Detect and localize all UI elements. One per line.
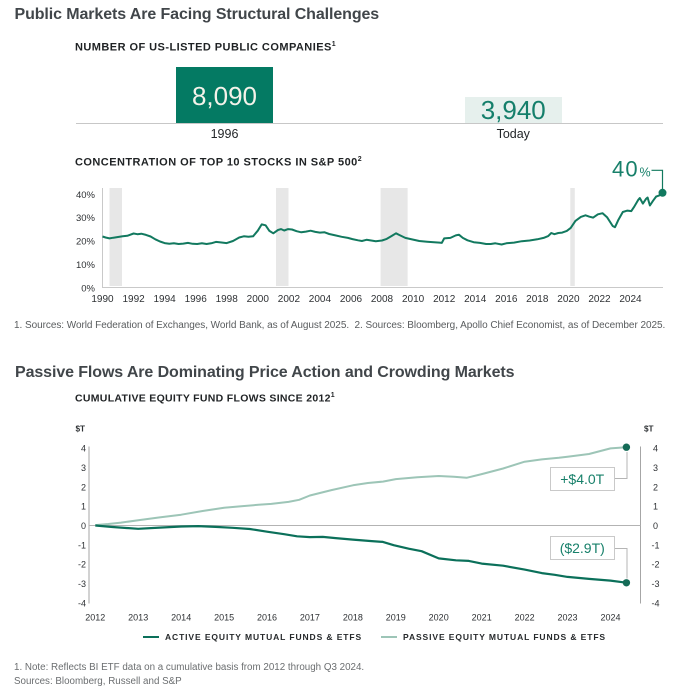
- svg-text:2014: 2014: [171, 613, 191, 623]
- svg-text:2018: 2018: [526, 294, 549, 305]
- svg-text:%: %: [640, 166, 651, 180]
- svg-text:40%: 40%: [76, 190, 96, 201]
- svg-text:3: 3: [653, 463, 658, 473]
- svg-text:0%: 0%: [81, 283, 95, 294]
- svg-text:2: 2: [653, 482, 658, 492]
- svg-text:2012: 2012: [85, 613, 105, 623]
- svg-text:2021: 2021: [472, 613, 492, 623]
- svg-text:2023: 2023: [557, 613, 577, 623]
- svg-text:2016: 2016: [495, 294, 518, 305]
- svg-text:2017: 2017: [300, 613, 320, 623]
- svg-text:4: 4: [81, 444, 86, 454]
- svg-text:-3: -3: [78, 579, 86, 589]
- svg-text:2: 2: [81, 482, 86, 492]
- svg-text:2022: 2022: [515, 613, 535, 623]
- svg-text:2008: 2008: [371, 294, 394, 305]
- svg-text:$T: $T: [644, 425, 654, 434]
- svg-text:2016: 2016: [257, 613, 277, 623]
- svg-text:-3: -3: [651, 579, 659, 589]
- svg-text:2002: 2002: [278, 294, 301, 305]
- svg-text:-4: -4: [651, 598, 659, 608]
- svg-text:2010: 2010: [402, 294, 425, 305]
- svg-text:2018: 2018: [343, 613, 363, 623]
- svg-text:1: 1: [81, 502, 86, 512]
- svg-text:-1: -1: [78, 540, 86, 550]
- svg-text:40: 40: [612, 157, 639, 182]
- svg-text:2020: 2020: [429, 613, 449, 623]
- svg-text:1990: 1990: [91, 294, 114, 305]
- svg-text:2014: 2014: [464, 294, 487, 305]
- svg-text:2024: 2024: [619, 294, 642, 305]
- svg-text:-4: -4: [78, 598, 86, 608]
- svg-text:4: 4: [653, 444, 658, 454]
- svg-text:1994: 1994: [153, 294, 176, 305]
- svg-text:2022: 2022: [588, 294, 611, 305]
- svg-text:30%: 30%: [76, 213, 96, 224]
- svg-text:2012: 2012: [433, 294, 456, 305]
- svg-text:-2: -2: [78, 560, 86, 570]
- svg-text:1992: 1992: [122, 294, 145, 305]
- svg-text:$T: $T: [76, 425, 86, 434]
- svg-text:2004: 2004: [309, 294, 332, 305]
- svg-text:2013: 2013: [128, 613, 148, 623]
- svg-text:20%: 20%: [76, 237, 96, 248]
- svg-text:2019: 2019: [386, 613, 406, 623]
- svg-text:1996: 1996: [185, 294, 208, 305]
- svg-text:2020: 2020: [557, 294, 580, 305]
- svg-text:1998: 1998: [216, 294, 239, 305]
- svg-text:2006: 2006: [340, 294, 363, 305]
- svg-text:1: 1: [653, 502, 658, 512]
- svg-text:10%: 10%: [76, 260, 96, 271]
- svg-text:0: 0: [81, 521, 86, 531]
- svg-text:2000: 2000: [247, 294, 270, 305]
- svg-text:0: 0: [653, 521, 658, 531]
- svg-text:2024: 2024: [600, 613, 620, 623]
- svg-text:-1: -1: [651, 540, 659, 550]
- svg-text:3: 3: [81, 463, 86, 473]
- svg-text:2015: 2015: [214, 613, 234, 623]
- svg-text:-2: -2: [651, 560, 659, 570]
